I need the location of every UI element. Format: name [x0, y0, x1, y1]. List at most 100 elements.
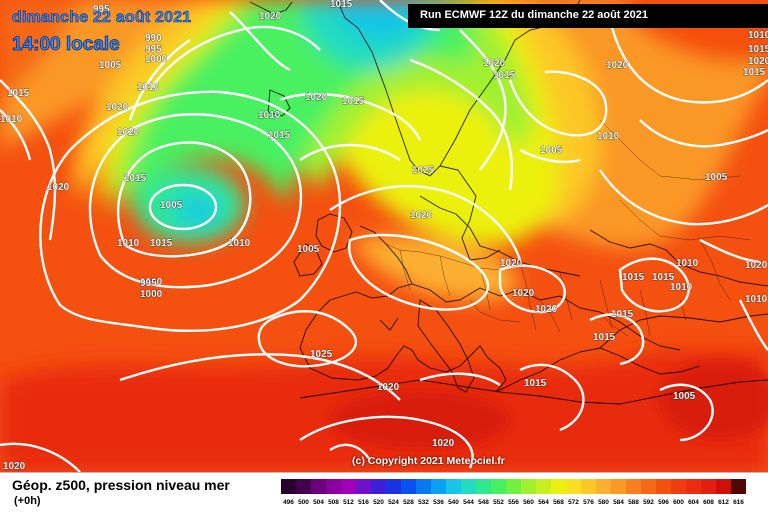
isobar-label: 1010	[748, 30, 768, 41]
isobar-label: 1015	[7, 88, 30, 99]
isobar-label: 1015	[652, 272, 675, 283]
isobar-label: 1020	[745, 260, 768, 271]
isobar-label: 1010	[117, 238, 140, 249]
scale-tick-label: 500	[298, 499, 309, 506]
weather-map: 995 1020 1015 990 995 1000 1005 1010 1010 1015 102…	[0, 0, 768, 472]
scale-swatch	[431, 479, 446, 494]
scale-tick-label: 604	[688, 499, 699, 506]
scale-swatch	[671, 479, 686, 494]
isobar-label: 1020	[512, 288, 535, 299]
scale-swatch	[296, 479, 311, 494]
isobar-label: 1020	[117, 127, 140, 138]
scale-tick-label: 580	[598, 499, 609, 506]
color-scale: 496 500 504 508 512 516 520 524 528 532 536 540 544 5…	[281, 479, 746, 506]
isobar-label: 1015	[150, 238, 173, 249]
isobar-label: 1015	[611, 309, 634, 320]
scale-swatch	[401, 479, 416, 494]
scale-swatch	[716, 479, 731, 494]
scale-swatch	[656, 479, 671, 494]
scale-swatch	[701, 479, 716, 494]
scale-tick-label: 512	[343, 499, 354, 506]
isobar-label: 1020	[483, 58, 506, 69]
run-info-text: Run ECMWF 12Z du dimanche 22 août 2021	[420, 9, 648, 21]
run-info-bar: Run ECMWF 12Z du dimanche 22 août 2021	[408, 4, 768, 28]
scale-tick-label: 532	[418, 499, 429, 506]
isobar-label: 1015	[748, 44, 768, 55]
isobar-label: 1015	[524, 378, 547, 389]
scale-tick-label: 516	[358, 499, 369, 506]
map-date-title: dimanche 22 août 2021	[12, 9, 192, 27]
scale-tick-label: 600	[673, 499, 684, 506]
legend-footer: Géop. z500, pression niveau mer (+0h) 49…	[0, 472, 768, 513]
scale-tick-label: 548	[478, 499, 489, 506]
isobar-label: 1020	[305, 92, 328, 103]
scale-swatch	[341, 479, 356, 494]
isobar-label: 1005	[99, 60, 122, 71]
isobar-label: 1015	[342, 96, 365, 107]
scale-swatch	[446, 479, 461, 494]
isobar-label: 1005	[297, 244, 320, 255]
scale-swatch	[596, 479, 611, 494]
isobar-label: 1010	[137, 82, 160, 93]
scale-swatch	[461, 479, 476, 494]
scale-tick-label: 608	[703, 499, 714, 506]
scale-swatch	[416, 479, 431, 494]
isobar-label: 1005	[673, 391, 696, 402]
isobars	[0, 0, 768, 472]
scale-swatch	[581, 479, 596, 494]
scale-swatch	[626, 479, 641, 494]
scale-swatch	[536, 479, 551, 494]
isobar-labels: 9951020101599099510001005101010101015102…	[0, 0, 768, 472]
isobar-label: 1005	[540, 145, 563, 156]
scale-tick-label: 528	[403, 499, 414, 506]
isobar-label: 1020	[3, 461, 26, 472]
isobar-label: 1005	[705, 172, 728, 183]
isobar-label: 1015	[593, 332, 616, 343]
copyright-text: (c) Copyright 2021 Meteociel.fr	[352, 455, 505, 467]
scale-tick-label: 596	[658, 499, 669, 506]
isobar-label: 1020	[47, 182, 70, 193]
scale-swatch	[491, 479, 506, 494]
scale-swatch	[476, 479, 491, 494]
coastlines	[249, 0, 768, 405]
scale-tick-label: 544	[463, 499, 474, 506]
scale-tick-label: 504	[313, 499, 324, 506]
isobar-label: 1020	[535, 304, 558, 315]
isobar-label: 1025	[310, 349, 333, 360]
scale-tick-label: 612	[718, 499, 729, 506]
legend-subtitle: (+0h)	[14, 495, 41, 507]
isobar-label: 1015	[268, 130, 291, 141]
borders	[385, 119, 751, 337]
scale-swatch	[281, 479, 296, 494]
scale-tick-label: 496	[283, 499, 294, 506]
scale-swatch	[371, 479, 386, 494]
scale-tick-label: 588	[628, 499, 639, 506]
isobar-label: 1000	[140, 277, 163, 288]
scale-swatch	[311, 479, 326, 494]
scale-tick-label: 564	[538, 499, 549, 506]
isobar-label: 1020	[606, 60, 629, 71]
isobar-label: 1000	[145, 54, 168, 65]
scale-tick-label: 520	[373, 499, 384, 506]
isobar-label: 1015	[493, 70, 516, 81]
isobar-label: 1020	[410, 210, 433, 221]
scale-tick-label: 572	[568, 499, 579, 506]
isobar-label: 1010	[258, 110, 281, 121]
scale-tick-label: 568	[553, 499, 564, 506]
scale-swatch	[566, 479, 581, 494]
scale-tick-label: 552	[493, 499, 504, 506]
scale-tick-label: 616	[733, 499, 744, 506]
scale-tick-label: 560	[523, 499, 534, 506]
isobar-label: 1010	[597, 131, 620, 142]
scale-swatch	[551, 479, 566, 494]
scale-tick-label: 576	[583, 499, 594, 506]
legend-title: Géop. z500, pression niveau mer	[12, 477, 230, 493]
isobar-label: 1010	[670, 282, 693, 293]
map-time-title: 14:00 locale	[12, 34, 121, 56]
isobar-label: 1000	[140, 289, 163, 300]
scale-swatch	[731, 479, 746, 494]
scale-swatch	[356, 479, 371, 494]
scale-swatch	[686, 479, 701, 494]
isobar-label: 995	[145, 44, 162, 55]
